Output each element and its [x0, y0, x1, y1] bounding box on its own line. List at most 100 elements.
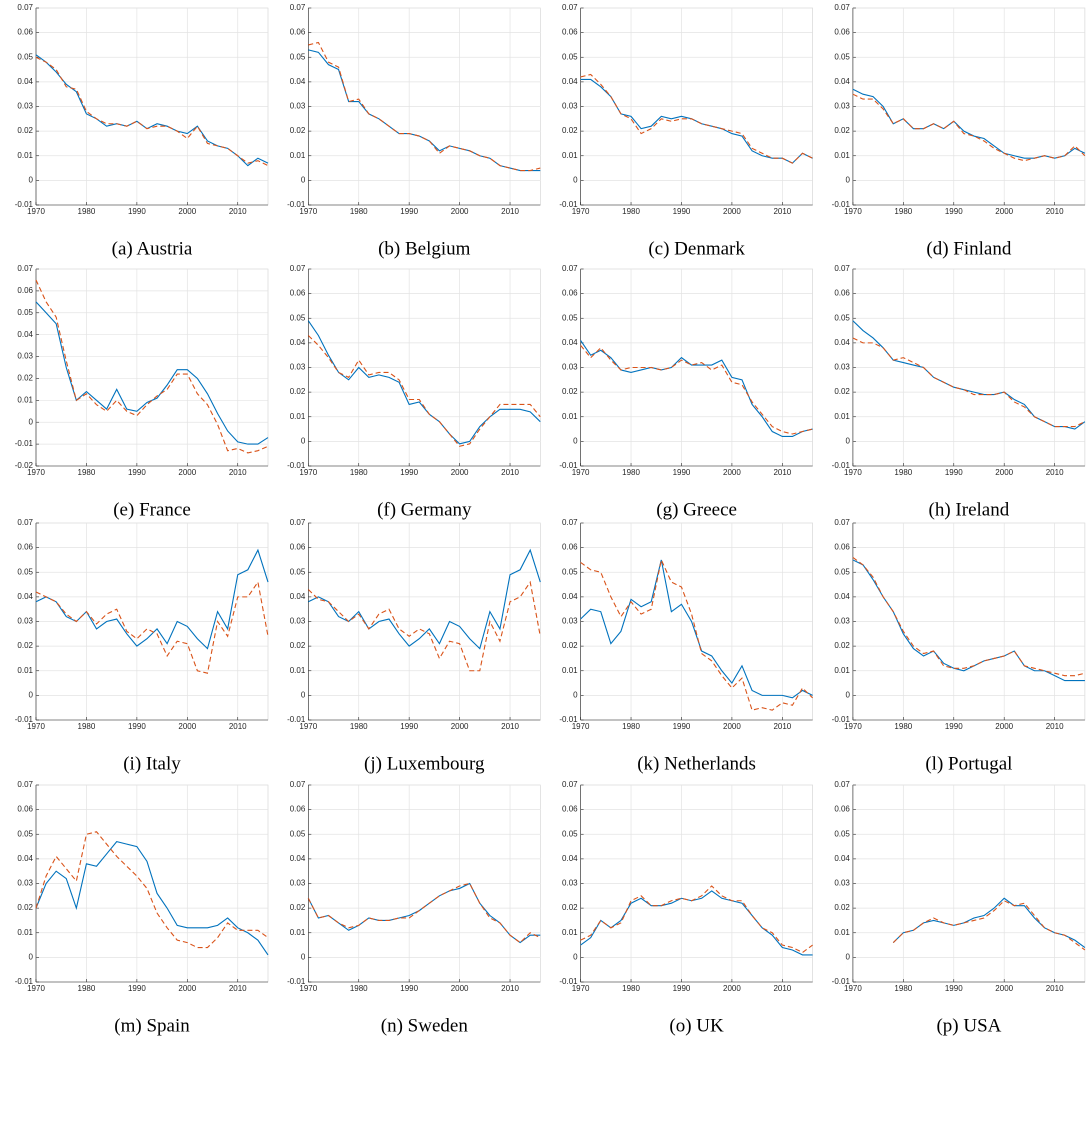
y-tick-label: 0	[29, 175, 34, 184]
y-tick-label: 0.01	[17, 151, 33, 160]
x-tick-label: 1970	[27, 984, 45, 993]
panel-caption: (f) Germany	[377, 499, 472, 520]
x-tick-label: 2000	[995, 722, 1013, 731]
y-tick-label: 0.05	[17, 52, 33, 61]
y-tick-label: 0.03	[562, 617, 578, 626]
x-tick-label: 2010	[773, 722, 791, 731]
panel: -0.01 0 0.01 0.02 0.03 0.04 0.05 0.06 0.07 1970 19…	[559, 518, 813, 774]
x-tick-label: 2000	[723, 207, 741, 216]
y-tick-label: 0	[301, 175, 306, 184]
x-tick-label: 2010	[773, 207, 791, 216]
x-tick-label: 1990	[673, 468, 691, 477]
y-tick-label: 0.04	[17, 330, 33, 339]
y-tick-label: -0.01	[832, 977, 851, 986]
y-tick-label: 0.05	[834, 829, 850, 838]
x-tick-label: 2000	[451, 468, 469, 477]
x-tick-label: 1970	[27, 207, 45, 216]
y-tick-label: 0.02	[290, 387, 306, 396]
y-tick-label: 0	[301, 690, 306, 699]
y-tick-label: 0.05	[562, 829, 578, 838]
series-line	[35, 580, 269, 674]
series-line	[580, 890, 813, 956]
y-tick-label: 0.06	[562, 543, 578, 552]
y-tick-label: 0.03	[562, 363, 578, 372]
y-tick-label: 0.01	[290, 928, 306, 937]
series-line	[852, 557, 1086, 677]
y-tick-label: 0.07	[290, 780, 306, 789]
x-tick-label: 1990	[400, 722, 418, 731]
y-tick-label: 0.02	[17, 374, 33, 383]
y-tick-label: 0.07	[17, 780, 33, 789]
panel-caption: (c) Denmark	[648, 238, 745, 259]
y-tick-label: 0.01	[562, 666, 578, 675]
x-tick-label: 2010	[501, 468, 519, 477]
series-line	[307, 320, 541, 445]
y-tick-label: 0.03	[17, 879, 33, 888]
y-tick-label: 0.05	[290, 313, 306, 322]
y-tick-label: 0.07	[562, 518, 578, 527]
y-tick-label: 0.04	[290, 77, 306, 86]
y-tick-label: 0.04	[562, 338, 578, 347]
y-tick-label: 0.06	[17, 805, 33, 814]
series-line	[35, 56, 269, 167]
panel-caption: (d) Finland	[926, 238, 1011, 259]
series-line	[35, 841, 269, 956]
y-tick-label: -0.01	[832, 461, 851, 470]
panel: -0.01 0 0.01 0.02 0.03 0.04 0.05 0.06 0.07 1970 19…	[15, 780, 269, 1036]
x-tick-label: 1980	[78, 722, 96, 731]
x-tick-label: 2000	[723, 984, 741, 993]
x-tick-label: 1980	[622, 984, 640, 993]
series-line	[852, 320, 1086, 430]
y-tick-label: -0.01	[832, 715, 851, 724]
y-tick-label: 0.01	[562, 928, 578, 937]
y-tick-label: 0.02	[290, 126, 306, 135]
x-tick-label: 1990	[673, 984, 691, 993]
y-tick-label: 0.01	[290, 412, 306, 421]
y-tick-label: 0.04	[562, 854, 578, 863]
y-tick-label: 0.03	[17, 102, 33, 111]
y-tick-label: -0.01	[559, 200, 578, 209]
x-tick-label: 2010	[229, 722, 247, 731]
y-tick-label: 0.06	[17, 286, 33, 295]
y-tick-label: 0.05	[290, 829, 306, 838]
panel-caption: (h) Ireland	[929, 499, 1010, 520]
y-tick-label: -0.01	[15, 977, 34, 986]
x-tick-label: 2000	[178, 207, 196, 216]
x-tick-label: 1990	[673, 722, 691, 731]
x-tick-label: 1980	[894, 984, 912, 993]
y-tick-label: 0.04	[290, 854, 306, 863]
series-line	[308, 548, 541, 650]
panel: -0.02 -0.01 0 0.01 0.02 0.03 0.04 0.05 0.06 0.07 1…	[15, 264, 269, 520]
x-tick-label: 1990	[128, 207, 146, 216]
y-tick-label: 0.03	[17, 617, 33, 626]
y-tick-label: 0.03	[834, 879, 850, 888]
y-tick-label: 0.02	[17, 641, 33, 650]
x-tick-label: 1970	[299, 722, 317, 731]
y-tick-label: 0.06	[290, 28, 306, 37]
y-tick-label: 0.07	[834, 780, 850, 789]
x-tick-label: 2000	[178, 984, 196, 993]
y-tick-label: -0.01	[287, 977, 306, 986]
y-tick-label: -0.01	[559, 461, 578, 470]
x-tick-label: 1970	[844, 207, 862, 216]
panel: -0.01 0 0.01 0.02 0.03 0.04 0.05 0.06 0.07 1970 19…	[559, 3, 813, 259]
series-line	[308, 41, 541, 172]
y-tick-label: 0.02	[562, 903, 578, 912]
y-tick-label: 0.05	[290, 52, 306, 61]
y-tick-label: 0.06	[290, 289, 306, 298]
series-line	[892, 897, 1086, 948]
series-line	[35, 279, 269, 454]
y-tick-label: 0.07	[17, 264, 33, 273]
x-tick-label: 1990	[400, 984, 418, 993]
y-tick-label: 0.02	[562, 641, 578, 650]
x-tick-label: 1980	[894, 468, 912, 477]
x-tick-label: 2010	[501, 207, 519, 216]
x-tick-label: 2010	[1046, 468, 1064, 477]
y-tick-label: 0.04	[17, 592, 33, 601]
y-tick-label: 0.03	[290, 879, 306, 888]
panel: -0.01 0 0.01 0.02 0.03 0.04 0.05 0.06 0.07 1970 19…	[832, 518, 1086, 774]
y-tick-label: 0.06	[562, 289, 578, 298]
y-tick-label: 0	[29, 690, 34, 699]
y-tick-label: 0.05	[17, 308, 33, 317]
